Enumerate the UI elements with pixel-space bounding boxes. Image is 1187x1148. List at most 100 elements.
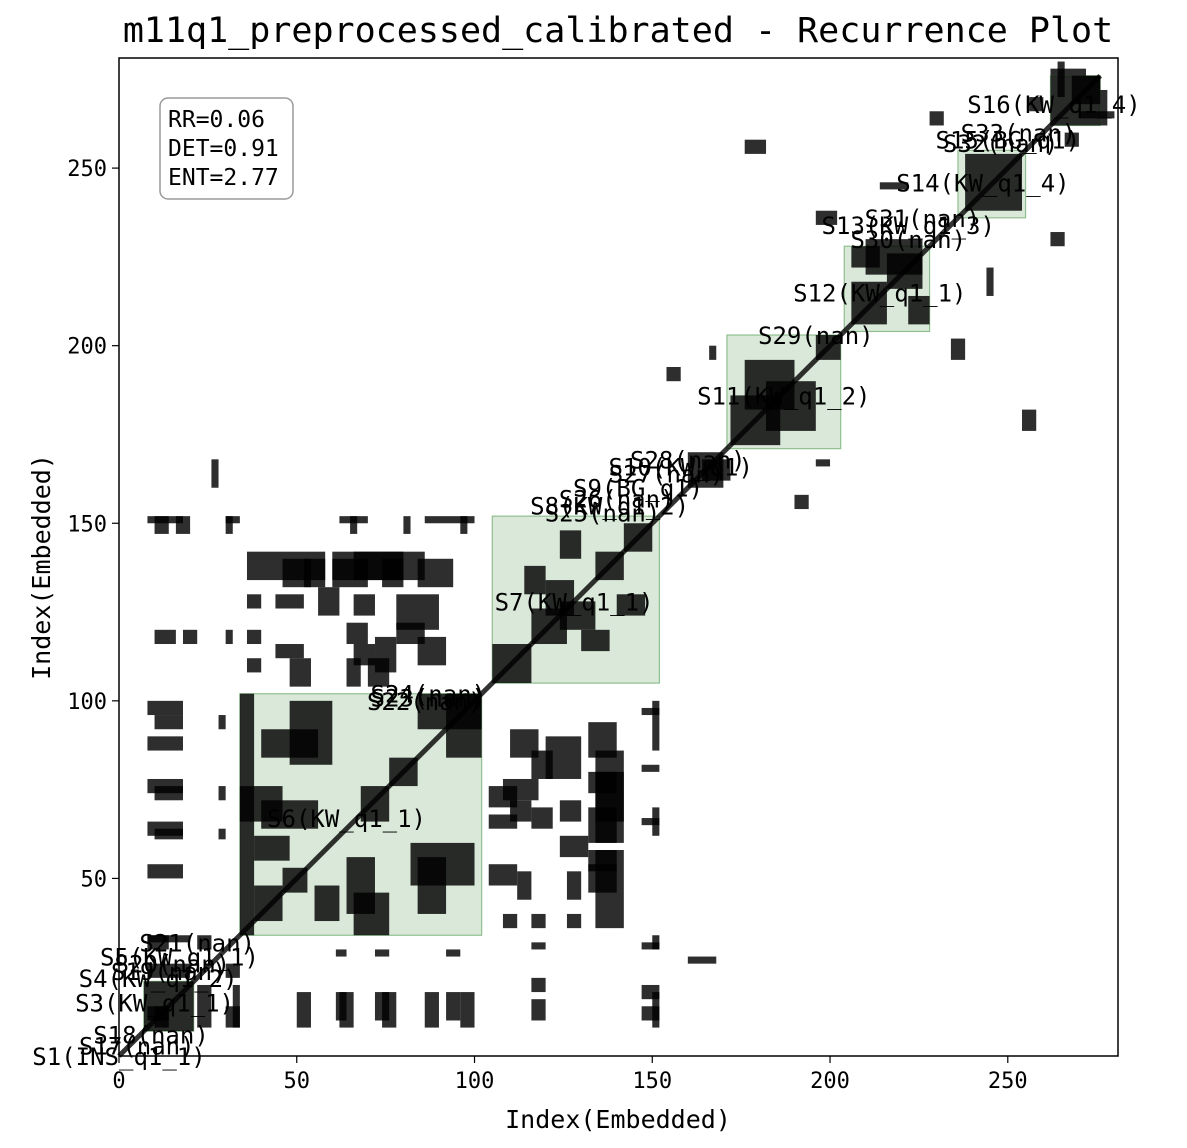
recurrence-block <box>502 913 518 929</box>
recurrence-block <box>510 800 532 822</box>
recurrence-block <box>666 366 681 382</box>
recurrence-block <box>246 594 262 609</box>
recurrence-block <box>531 913 546 929</box>
recurrence-block <box>296 992 311 1028</box>
segment-label: S14(KW_q1_4) <box>896 169 1069 197</box>
recurrence-block <box>446 992 461 1021</box>
recurrence-block <box>510 729 539 758</box>
recurrence-block <box>616 594 646 616</box>
recurrence-block <box>218 828 226 840</box>
recurrence-block <box>353 644 375 666</box>
recurrence-block <box>488 814 518 829</box>
segment-label: S28(nan) <box>630 446 746 474</box>
recurrence-block <box>652 807 660 836</box>
recurrence-block <box>246 629 262 645</box>
segment-label: S8(KW_q1_2) <box>530 493 689 521</box>
recurrence-block <box>154 715 183 730</box>
recurrence-block <box>403 516 411 534</box>
recurrence-block <box>1057 61 1065 98</box>
segment-label: S10(KW_q1) <box>608 453 753 481</box>
recurrence-block <box>709 345 717 360</box>
segment-label: S5(KW_q1_1) <box>100 944 259 972</box>
segment-label: S15(BG_q1) <box>936 127 1081 155</box>
chart-title: m11q1_preprocessed_calibrated - Recurren… <box>123 11 1113 51</box>
x-tick-label: 250 <box>988 1069 1028 1094</box>
recurrence-block <box>1022 409 1037 431</box>
recurrence-block <box>641 942 660 950</box>
segment-label: S7(KW_q1_1) <box>495 588 654 616</box>
segment-label: S12(KW_q1_1) <box>793 279 966 307</box>
recurrence-block <box>318 587 340 616</box>
recurrence-block <box>524 565 546 595</box>
x-axis: 0 50 100 150 200 250 <box>112 1056 1028 1094</box>
recurrence-block <box>1064 132 1079 147</box>
recurrence-block <box>147 516 183 524</box>
recurrence-block <box>879 182 909 190</box>
recurrence-block <box>531 977 546 993</box>
plot-area <box>117 61 1115 1058</box>
segment-label: S1(INS_q1_1) <box>32 1043 205 1071</box>
x-tick-label: 100 <box>455 1069 495 1094</box>
recurrence-block <box>335 949 347 957</box>
segment-label: S30(nan) <box>850 226 966 254</box>
y-tick-label: 100 <box>67 690 107 715</box>
recurrence-block <box>197 935 212 950</box>
recurrence-block <box>289 658 311 687</box>
recurrence-block <box>353 594 375 616</box>
recurrence-block <box>417 636 447 666</box>
segment-label: S24(nan) <box>371 681 487 709</box>
recurrence-block <box>1100 89 1108 126</box>
segment-label: S16(KW_q1_4) <box>967 91 1140 119</box>
x-axis-label: Index(Embedded) <box>505 1105 731 1134</box>
x-tick-label: 150 <box>632 1069 672 1094</box>
y-axis-label: Index(Embedded) <box>27 454 56 680</box>
recurrence-block <box>374 949 390 957</box>
recurrence-block <box>225 963 240 978</box>
segment-label: S26(nan) <box>559 485 675 513</box>
recurrence-block <box>232 984 240 1028</box>
recurrence-block <box>1078 111 1115 119</box>
segment-label: S4(KW_q1_2) <box>79 965 238 993</box>
segment-label: S32(nan) <box>943 130 1059 158</box>
segment-label: S22(nan) <box>367 688 483 716</box>
recurrence-block <box>595 850 624 929</box>
recurrence-block <box>314 885 340 922</box>
x-tick-label: 0 <box>112 1069 125 1094</box>
recurrence-block <box>374 636 397 673</box>
recurrence-block <box>1050 232 1065 247</box>
recurrence-block <box>410 842 475 886</box>
recurrence-block <box>517 871 532 900</box>
recurrence-block <box>652 700 660 751</box>
recurrence-block <box>502 778 539 801</box>
recurrence-block <box>424 992 439 1028</box>
segment-label: S19(nan) <box>111 958 227 986</box>
recurrence-block <box>581 629 610 652</box>
segment-label: S27(nan) <box>609 461 725 489</box>
y-tick-label: 150 <box>67 512 107 537</box>
recurrence-block <box>744 139 767 154</box>
recurrence-block <box>460 992 475 1028</box>
stats-line: ENT=2.77 <box>168 165 279 191</box>
recurrence-block <box>488 864 518 886</box>
recurrence-block <box>929 111 944 126</box>
recurrence-block <box>595 771 624 822</box>
recurrence-block <box>353 892 390 936</box>
segment-label: S21(nan) <box>139 929 255 957</box>
recurrence-block <box>559 530 582 559</box>
recurrence-block <box>1029 97 1044 112</box>
recurrence-block <box>531 807 553 829</box>
y-tick-label: 50 <box>81 867 108 892</box>
recurrence-block <box>339 516 368 524</box>
recurrence-block <box>339 992 354 1028</box>
recurrence-block <box>246 658 262 673</box>
stats-box: RR=0.06 DET=0.91 ENT=2.77 <box>159 97 294 200</box>
segment-label: S29(nan) <box>758 322 874 350</box>
recurrence-block <box>218 715 226 730</box>
recurrence-block <box>147 700 183 716</box>
segment-label: S25(nan) <box>545 500 661 528</box>
recurrence-block <box>566 871 582 900</box>
recurrence-block <box>652 992 660 1028</box>
recurrence-block <box>815 210 838 225</box>
recurrence-block <box>531 942 546 950</box>
